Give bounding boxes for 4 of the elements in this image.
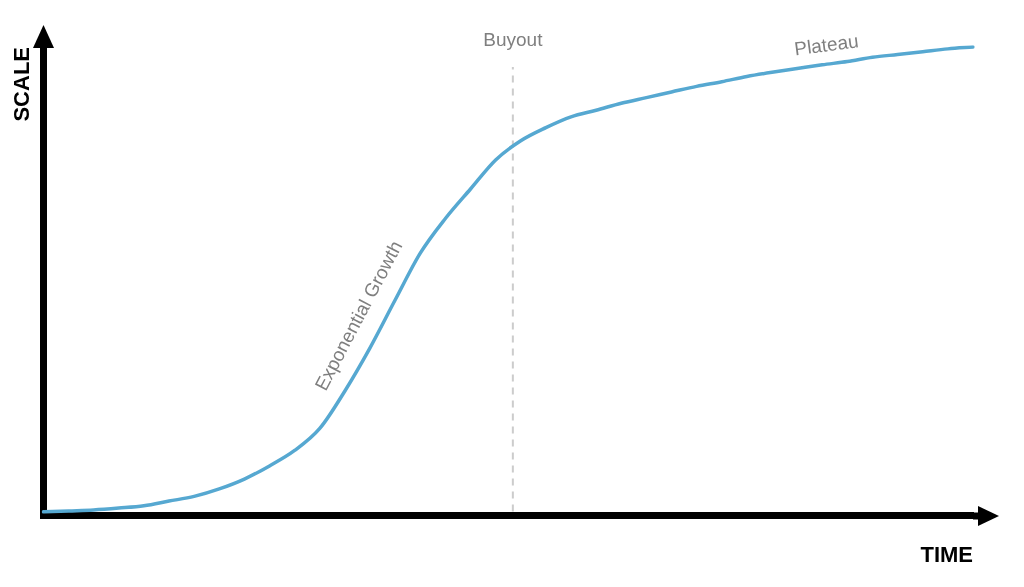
y-axis-title: SCALE [9,47,35,122]
annotation: Plateau [793,30,860,60]
annotation: Buyout [483,29,544,50]
x-axis-title: TIME [920,542,973,568]
